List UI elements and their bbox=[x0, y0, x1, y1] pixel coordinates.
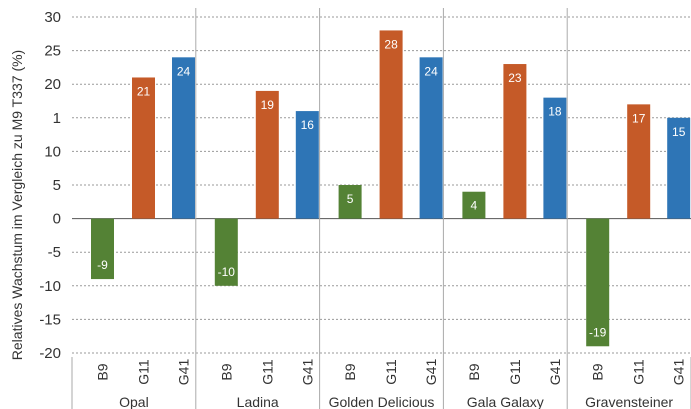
category-label: G41 bbox=[423, 359, 439, 386]
y-tick-label: 25 bbox=[44, 43, 61, 60]
group-label: Gala Galaxy bbox=[467, 394, 544, 409]
bar-value-label: 15 bbox=[672, 125, 686, 139]
group-label: Opal bbox=[119, 394, 149, 409]
y-tick-label: 0 bbox=[53, 211, 61, 228]
bar-g11 bbox=[132, 77, 155, 219]
y-tick-label: 1 bbox=[53, 110, 61, 127]
category-label: B9 bbox=[342, 363, 358, 380]
y-tick-label: 20 bbox=[44, 76, 61, 93]
y-tick-label: -5 bbox=[48, 244, 61, 261]
bars bbox=[91, 30, 691, 347]
bar-g11 bbox=[503, 64, 527, 219]
bar-value-label: -9 bbox=[97, 258, 108, 272]
category-label: G11 bbox=[259, 359, 275, 385]
category-label: B9 bbox=[466, 363, 482, 380]
y-axis-label: Relatives Wachstum im Vergleich zu M9 T3… bbox=[9, 50, 25, 360]
x-axis-groups: Opal Ladina Golden Delicious Gala Galaxy Gra… bbox=[119, 394, 673, 409]
group-separators bbox=[71, 8, 691, 409]
group-label: Ladina bbox=[237, 394, 279, 409]
category-label: G41 bbox=[176, 359, 192, 386]
category-label: G41 bbox=[299, 359, 315, 386]
bar-g41 bbox=[295, 111, 319, 219]
x-axis-categories: B9 G11 G41 B9 G11 G41 B9 G11 G41 B9 G11 G41 B9 G11 G41 bbox=[95, 359, 687, 386]
bar-value-label: 21 bbox=[137, 84, 151, 98]
bar-g41 bbox=[543, 97, 567, 219]
bar-value-label: 4 bbox=[471, 199, 478, 213]
category-label: G41 bbox=[671, 359, 687, 386]
category-label: G11 bbox=[631, 359, 647, 385]
group-label: Golden Delicious bbox=[329, 394, 435, 409]
y-tick-label: -10 bbox=[39, 278, 61, 295]
bar-value-label: 16 bbox=[301, 118, 315, 132]
y-tick-label: 10 bbox=[44, 143, 61, 160]
category-label: G41 bbox=[547, 359, 563, 386]
bar-b9 bbox=[91, 218, 114, 280]
y-axis-ticks: 30 25 20 1 10 5 0 -5 -10 -15 -20 bbox=[39, 9, 61, 362]
bar-value-label: -10 bbox=[218, 265, 236, 279]
group-label: Gravensteiner bbox=[585, 394, 673, 409]
category-label: B9 bbox=[95, 363, 111, 380]
bar-value-label: 17 bbox=[632, 111, 646, 125]
bar-b9 bbox=[586, 218, 610, 347]
bar-g11 bbox=[627, 104, 651, 219]
category-label: B9 bbox=[218, 363, 234, 380]
bar-value-label: 19 bbox=[261, 98, 275, 112]
bar-b9 bbox=[462, 191, 486, 219]
bar-value-label: 18 bbox=[548, 105, 562, 119]
bar-value-label: 5 bbox=[347, 192, 354, 206]
bar-g11 bbox=[379, 30, 403, 219]
y-tick-label: -15 bbox=[39, 311, 61, 328]
category-label: G11 bbox=[507, 359, 523, 385]
category-label: G11 bbox=[136, 359, 152, 385]
bar-g41 bbox=[419, 57, 443, 219]
bar-b9 bbox=[214, 218, 238, 286]
bar-value-label: 23 bbox=[508, 71, 522, 85]
bar-value-label: 28 bbox=[384, 37, 398, 51]
bar-g11 bbox=[255, 90, 279, 219]
bar-value-label: 24 bbox=[424, 64, 438, 78]
bar-value-label: 24 bbox=[177, 64, 191, 78]
category-label: B9 bbox=[590, 363, 606, 380]
y-tick-label: 30 bbox=[44, 9, 61, 26]
y-tick-label: -20 bbox=[39, 345, 61, 362]
y-tick-label: 5 bbox=[53, 177, 61, 194]
category-label: G11 bbox=[383, 359, 399, 385]
bar-b9 bbox=[338, 185, 362, 219]
data-labels: -9 21 24 -10 19 16 5 28 24 4 23 18 -19 17 15 bbox=[97, 37, 686, 339]
bar-g41 bbox=[172, 57, 195, 219]
bar-g41 bbox=[667, 117, 691, 219]
bar-value-label: -19 bbox=[589, 325, 607, 339]
